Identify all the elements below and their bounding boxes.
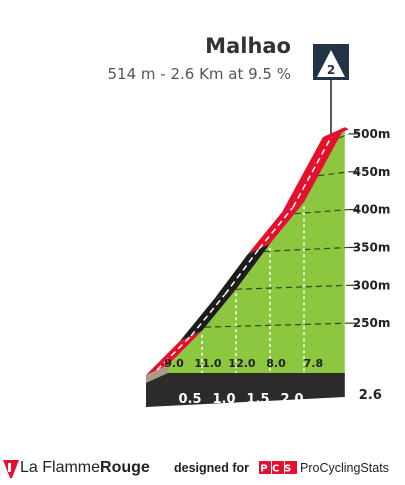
elevation-tick-label-500: 500m bbox=[353, 127, 391, 141]
elevation-gridline-500 bbox=[338, 133, 350, 139]
svg-text:PCS: PCS bbox=[260, 464, 296, 475]
procyclingstats-name: ProCyclingStats bbox=[300, 461, 389, 475]
elevation-tick-label-400: 400m bbox=[353, 203, 391, 217]
gradient-segment-centerline-4 bbox=[258, 206, 294, 250]
category-number: 2 bbox=[327, 63, 335, 77]
elevation-gridline-450 bbox=[318, 171, 349, 177]
gradient-segment-3 bbox=[214, 243, 270, 300]
profile-base bbox=[146, 373, 345, 407]
gradient-label-5: 7.8 bbox=[304, 357, 324, 370]
elevation-gridline-350 bbox=[264, 246, 349, 253]
flame-logo-icon bbox=[3, 460, 19, 478]
footer: La FlammeRouge designed for PCS ProCycli… bbox=[0, 456, 405, 482]
elevation-tick-label-300: 300m bbox=[353, 278, 391, 292]
gradient-label-3: 12.0 bbox=[228, 357, 255, 370]
pcs-logo-icon: PCS bbox=[259, 461, 297, 474]
elevation-tick-label-250: 250m bbox=[353, 316, 391, 330]
climb-title: Malhao bbox=[205, 34, 291, 58]
brand-name-right: Rouge bbox=[100, 459, 150, 476]
km-tick-label-1.0: 1.0 bbox=[212, 392, 235, 407]
gradient-segment-centerline-2 bbox=[190, 293, 226, 337]
km-tick-label-2.0: 2.0 bbox=[280, 392, 303, 407]
brand-name-left: La Flamme bbox=[20, 459, 101, 476]
km-tick-label-0.5: 0.5 bbox=[178, 392, 201, 407]
category-triangle-icon bbox=[317, 50, 345, 77]
gradient-label-1: 9.0 bbox=[164, 357, 184, 370]
gradient-segment-4 bbox=[248, 202, 304, 254]
km-tick-label-1.5: 1.5 bbox=[246, 392, 269, 407]
climb-summary: 514 m - 2.6 Km at 9.5 % bbox=[107, 65, 291, 83]
elevation-tick-label-450: 450m bbox=[353, 165, 391, 179]
brand-name: La FlammeRouge bbox=[20, 459, 150, 477]
gradient-label-2: 11.0 bbox=[194, 357, 221, 370]
total-distance-label: 2.6 bbox=[359, 388, 382, 403]
gradient-label-4: 8.0 bbox=[266, 357, 286, 370]
gradient-segment-centerline-5 bbox=[292, 131, 335, 208]
elevation-gridline-250 bbox=[205, 322, 349, 328]
elevation-gridline-400 bbox=[294, 209, 349, 215]
gradient-segment-centerline-1 bbox=[156, 335, 192, 371]
elevation-tick-label-350: 350m bbox=[353, 240, 391, 254]
elevation-gridline-300 bbox=[235, 284, 349, 290]
profile-fill bbox=[168, 127, 345, 377]
summit-cap bbox=[322, 127, 349, 140]
gradient-segment-2 bbox=[180, 289, 236, 341]
designed-for-text: designed for bbox=[174, 461, 250, 475]
